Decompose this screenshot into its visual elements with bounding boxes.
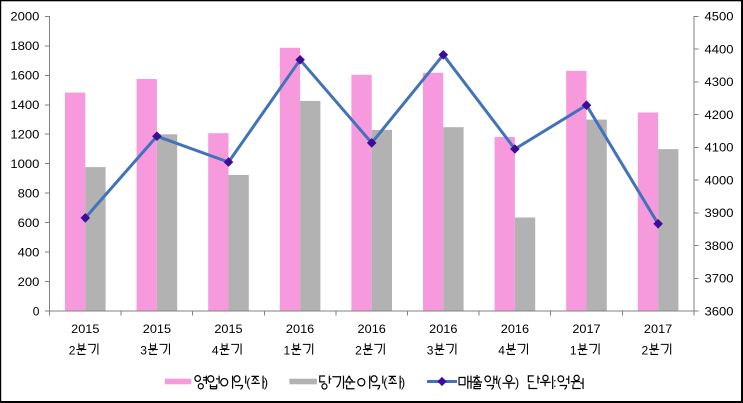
svg-text:2016: 2016 — [429, 322, 458, 336]
svg-text:400: 400 — [18, 245, 40, 259]
svg-text:800: 800 — [18, 186, 40, 200]
svg-text:1: 1 — [284, 343, 291, 357]
svg-text:1400: 1400 — [10, 98, 39, 112]
svg-text:4100: 4100 — [705, 141, 734, 155]
svg-text:): ) — [264, 376, 268, 390]
svg-text:1000: 1000 — [10, 157, 39, 171]
svg-text:2016: 2016 — [501, 322, 530, 336]
svg-text:2015: 2015 — [143, 322, 172, 336]
svg-text:2: 2 — [355, 343, 362, 357]
svg-text:600: 600 — [18, 216, 40, 230]
svg-text:4200: 4200 — [705, 108, 734, 122]
svg-text:0: 0 — [33, 304, 40, 318]
svg-text:3: 3 — [140, 343, 147, 357]
svg-text:200: 200 — [18, 275, 40, 289]
svg-text:2015: 2015 — [214, 322, 243, 336]
svg-text:3900: 3900 — [705, 206, 734, 220]
svg-text:4: 4 — [212, 343, 219, 357]
svg-text:3700: 3700 — [705, 272, 734, 286]
svg-text:2016: 2016 — [286, 322, 315, 336]
svg-text:2017: 2017 — [644, 322, 673, 336]
svg-text:3800: 3800 — [705, 239, 734, 253]
svg-text:2: 2 — [642, 343, 649, 357]
svg-text::: : — [553, 376, 556, 390]
svg-text:(: ( — [497, 376, 502, 390]
svg-text:1800: 1800 — [10, 39, 39, 53]
svg-text:(: ( — [383, 376, 388, 390]
svg-text:1600: 1600 — [10, 69, 39, 83]
svg-text:3: 3 — [427, 343, 434, 357]
svg-text:2000: 2000 — [10, 10, 39, 24]
svg-text:(: ( — [246, 376, 251, 390]
svg-text:1200: 1200 — [10, 128, 39, 142]
svg-text:2017: 2017 — [572, 322, 601, 336]
svg-text:2016: 2016 — [358, 322, 387, 336]
svg-text:): ) — [401, 376, 405, 390]
svg-text:): ) — [515, 376, 519, 390]
svg-text:4300: 4300 — [705, 75, 734, 89]
svg-text:4400: 4400 — [705, 42, 734, 56]
svg-text:4500: 4500 — [705, 10, 734, 24]
svg-text:3600: 3600 — [705, 304, 734, 318]
svg-text:1: 1 — [570, 343, 577, 357]
svg-text:2015: 2015 — [71, 322, 100, 336]
svg-text:4: 4 — [498, 343, 505, 357]
svg-text:4000: 4000 — [705, 173, 734, 187]
svg-text:2: 2 — [69, 343, 76, 357]
